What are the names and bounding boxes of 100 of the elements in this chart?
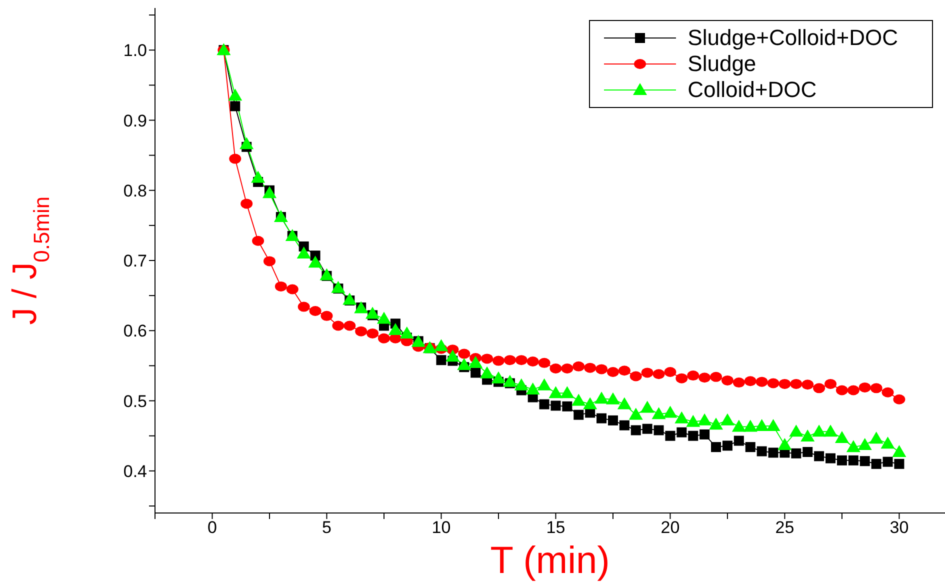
point: [378, 333, 390, 344]
x-tick-label: 15: [546, 518, 566, 538]
point: [583, 397, 598, 410]
point: [893, 394, 906, 404]
point: [756, 446, 767, 456]
point: [470, 368, 481, 378]
point: [778, 378, 791, 389]
point: [847, 385, 860, 396]
point: [836, 455, 847, 466]
point: [560, 386, 574, 398]
point: [618, 366, 630, 376]
point: [608, 415, 618, 426]
point: [332, 320, 344, 331]
point: [744, 376, 756, 386]
point: [320, 310, 333, 321]
point: [630, 425, 641, 436]
point: [286, 284, 298, 294]
point: [240, 198, 253, 209]
point: [308, 256, 322, 268]
point: [344, 320, 356, 331]
point: [767, 378, 780, 388]
point: [458, 348, 470, 359]
point: [870, 383, 882, 394]
point: [492, 356, 504, 366]
point: [652, 369, 665, 380]
point: [298, 302, 310, 312]
point: [550, 364, 562, 374]
point: [240, 137, 254, 150]
point: [732, 378, 745, 388]
y-tick-label: 1.0: [123, 41, 147, 60]
x-tick-label: 10: [432, 518, 451, 538]
point: [676, 427, 687, 438]
point: [766, 419, 780, 432]
point: [778, 438, 792, 450]
point: [366, 328, 379, 338]
point: [640, 400, 654, 413]
point: [824, 378, 837, 389]
y-tick-label: 0.6: [123, 322, 147, 341]
point: [548, 386, 563, 398]
point: [229, 154, 242, 164]
point: [686, 414, 700, 427]
point: [871, 458, 882, 469]
point: [606, 392, 620, 404]
point: [331, 280, 346, 293]
y-tick-label: 0.4: [123, 462, 147, 481]
point: [376, 312, 391, 324]
point: [572, 394, 586, 406]
point: [698, 413, 712, 426]
x-tick-label: 5: [322, 518, 332, 538]
point: [688, 430, 698, 441]
point: [538, 358, 550, 368]
point: [262, 186, 276, 198]
point: [674, 411, 689, 424]
x-tick-label: 0: [208, 518, 217, 538]
point: [515, 355, 528, 366]
point: [812, 424, 826, 437]
point: [858, 438, 872, 450]
point: [720, 413, 734, 426]
point: [263, 256, 276, 266]
point: [446, 350, 460, 362]
point: [309, 306, 322, 316]
point: [663, 406, 678, 418]
point: [711, 442, 722, 452]
point: [882, 456, 893, 467]
point: [584, 362, 596, 373]
point: [882, 387, 894, 398]
point: [468, 356, 483, 368]
point: [836, 385, 848, 396]
point: [756, 376, 768, 387]
point: [562, 401, 572, 412]
point: [617, 397, 632, 410]
point: [652, 407, 666, 420]
point: [596, 413, 607, 424]
point: [743, 420, 758, 432]
point: [860, 456, 870, 466]
point: [342, 292, 357, 305]
point: [814, 451, 824, 462]
point: [722, 440, 732, 451]
point: [734, 436, 744, 446]
y-tick-label: 0.8: [123, 181, 147, 200]
point: [228, 88, 242, 101]
point: [721, 375, 734, 386]
point: [606, 367, 619, 378]
point: [526, 356, 539, 366]
legend-label: Sludge+Colloid+DOC: [688, 25, 898, 51]
point: [880, 436, 895, 449]
point: [700, 429, 710, 440]
y-tick-label: 0.9: [123, 111, 147, 130]
x-axis-title: T (min): [490, 540, 610, 582]
point: [274, 281, 287, 292]
point: [596, 364, 608, 374]
point: [630, 371, 642, 382]
point: [355, 326, 368, 336]
point: [676, 373, 688, 384]
y-tick-label: 0.7: [123, 252, 147, 271]
point: [252, 236, 264, 246]
x-tick-label: 25: [775, 518, 794, 538]
point: [848, 455, 858, 466]
point: [504, 355, 516, 366]
point: [745, 442, 756, 452]
